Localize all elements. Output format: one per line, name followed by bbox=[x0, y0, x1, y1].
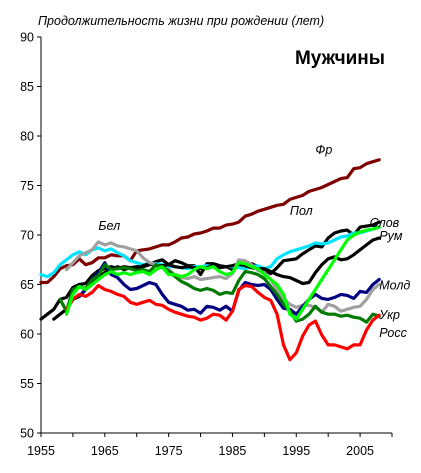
y-tick-label: 80 bbox=[20, 130, 34, 144]
chart-title: Мужчины bbox=[295, 48, 385, 69]
y-axis-label: Продолжительность жизни при рождении (ле… bbox=[38, 14, 324, 28]
series-line-Молд bbox=[77, 261, 381, 316]
series-label-Рум: Рум bbox=[379, 229, 403, 243]
x-tick-label: 1965 bbox=[91, 444, 119, 458]
x-tick-label: 1985 bbox=[219, 444, 247, 458]
series-label-Слов: Слов bbox=[370, 216, 400, 230]
series-line-Лат bbox=[64, 225, 381, 321]
series-label-Росс: Росс bbox=[379, 326, 407, 340]
x-tick-label: 2005 bbox=[346, 444, 374, 458]
plot-area: 50 55 60 65 70 75 80 85 90 1955 1965 1975 1985 1995 20… bbox=[20, 31, 410, 459]
y-tick-label: 90 bbox=[20, 31, 34, 45]
series-label-Молд: Молд bbox=[379, 278, 410, 292]
y-tick-label: 85 bbox=[20, 80, 34, 94]
y-tick-label: 55 bbox=[20, 377, 34, 391]
series-line-Укр bbox=[58, 263, 381, 324]
y-tick-label: 60 bbox=[20, 328, 34, 342]
x-tick-label: 1975 bbox=[155, 444, 183, 458]
y-tick-label: 70 bbox=[20, 229, 34, 243]
x-tick-label: 1995 bbox=[282, 444, 310, 458]
series-line-Бел bbox=[64, 240, 381, 314]
series-label-Пол: Пол bbox=[290, 204, 313, 218]
y-tick-label: 75 bbox=[20, 179, 34, 193]
y-tick-label: 50 bbox=[20, 427, 34, 441]
series-line-Росс bbox=[64, 283, 381, 362]
x-tick-label: 1955 bbox=[27, 444, 55, 458]
series-line-Фр bbox=[39, 158, 381, 285]
y-tick-label: 65 bbox=[20, 278, 34, 292]
series-label-Бел: Бел bbox=[98, 219, 120, 233]
series-label-Фр: Фр bbox=[315, 143, 332, 157]
series-label-Укр: Укр bbox=[378, 308, 400, 322]
